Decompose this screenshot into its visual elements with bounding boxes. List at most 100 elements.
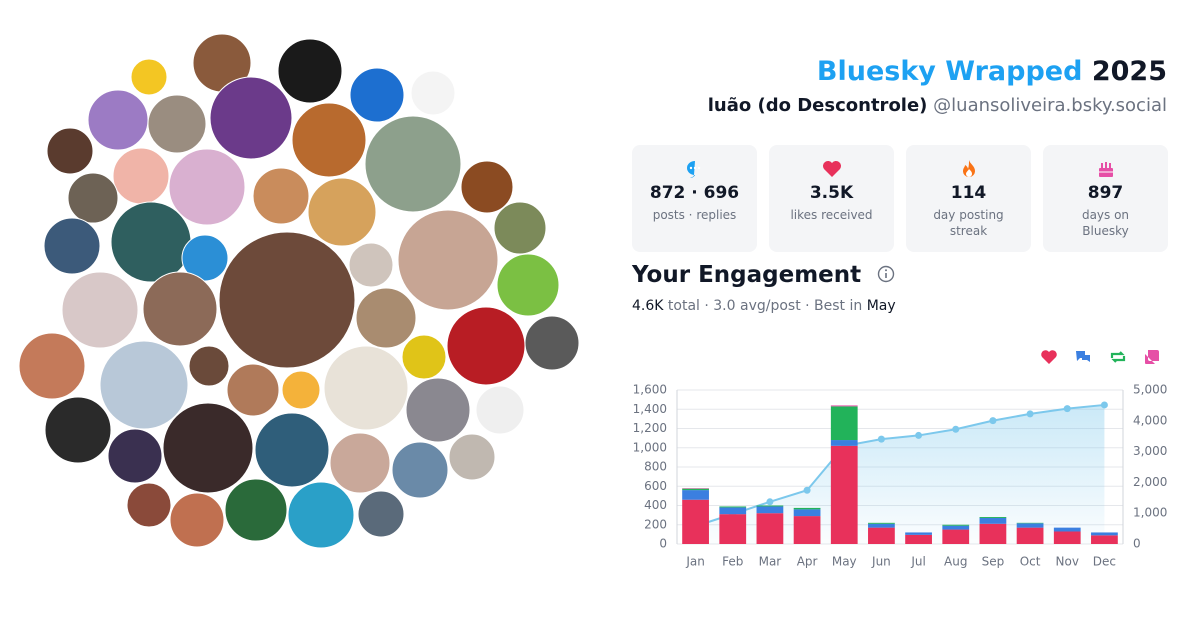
avatar bbox=[224, 478, 288, 542]
x-tick-label: Nov bbox=[1056, 555, 1079, 569]
avatar bbox=[61, 271, 139, 349]
avatar bbox=[287, 481, 355, 549]
bar-segment bbox=[756, 513, 784, 544]
bar-segment bbox=[1053, 527, 1081, 532]
y-tick-label: 800 bbox=[644, 460, 667, 474]
y-tick-label: 400 bbox=[644, 498, 667, 512]
avatar bbox=[524, 315, 580, 371]
bar-segment bbox=[942, 529, 970, 544]
bar-segment bbox=[830, 440, 858, 446]
avatar bbox=[46, 127, 94, 175]
avatar bbox=[281, 370, 321, 410]
line-area bbox=[695, 404, 1105, 544]
bar-segment bbox=[682, 490, 709, 500]
best-month: May bbox=[866, 298, 896, 314]
info-icon[interactable] bbox=[877, 265, 895, 283]
avatar bbox=[168, 148, 246, 226]
bar-segment bbox=[979, 517, 1007, 519]
avatar bbox=[446, 306, 526, 386]
avatar bbox=[142, 271, 218, 347]
y-tick-label: 1,200 bbox=[633, 421, 667, 435]
stat-value: 897 bbox=[1087, 183, 1124, 203]
avatar bbox=[209, 76, 293, 160]
line-point bbox=[1100, 401, 1108, 409]
avatar bbox=[226, 363, 280, 417]
avatar bbox=[329, 432, 391, 494]
bar-segment bbox=[793, 509, 821, 517]
avatar bbox=[252, 167, 310, 225]
line-point bbox=[952, 425, 960, 433]
avatar bbox=[493, 201, 547, 255]
avatar-cluster bbox=[18, 33, 580, 549]
bar-segment bbox=[756, 505, 784, 507]
stat-label: day posting streak bbox=[933, 208, 1004, 238]
legend-icon bbox=[1110, 351, 1126, 363]
legend-icon-shape bbox=[1041, 350, 1057, 364]
total: 4.6K bbox=[632, 298, 664, 314]
y-tick-label: 5,000 bbox=[1133, 383, 1167, 397]
section-title: Your Engagement bbox=[632, 262, 895, 288]
icon bbox=[686, 161, 700, 178]
title: Bluesky Wrapped 2025 bbox=[817, 56, 1167, 87]
avatar bbox=[397, 209, 499, 311]
avatar bbox=[496, 253, 560, 317]
y-tick-label: 200 bbox=[644, 517, 667, 531]
stat-value: 872 · 696 bbox=[649, 183, 740, 203]
x-tick-label: Feb bbox=[722, 555, 743, 569]
x-tick-label: May bbox=[832, 555, 857, 569]
avatar bbox=[18, 332, 86, 400]
stat-label: posts · replies bbox=[652, 208, 737, 222]
bar-segment bbox=[830, 406, 858, 441]
y-tick-label: 1,600 bbox=[633, 383, 667, 397]
x-tick-label: Aug bbox=[944, 555, 967, 569]
x-tick-label: Oct bbox=[1020, 555, 1041, 569]
avatar bbox=[405, 377, 471, 443]
avatar bbox=[277, 38, 343, 104]
bar-segment bbox=[719, 507, 747, 515]
avatar bbox=[181, 234, 229, 282]
bar-segment bbox=[719, 514, 747, 544]
stat-card: 897 days on Bluesky bbox=[1043, 145, 1168, 252]
avatar bbox=[448, 433, 496, 481]
y-tick-label: 0 bbox=[659, 537, 667, 551]
line-point bbox=[989, 417, 997, 425]
x-tick-label: Sep bbox=[982, 555, 1005, 569]
avatar bbox=[99, 340, 189, 430]
avatar bbox=[218, 231, 356, 369]
line-point bbox=[1063, 405, 1071, 413]
legend-icon-shape bbox=[1076, 351, 1090, 362]
avatar bbox=[43, 217, 101, 275]
legend-icon bbox=[1041, 350, 1057, 364]
brand: Bluesky Wrapped bbox=[816, 56, 1083, 87]
legend-icon bbox=[1076, 351, 1090, 362]
x-tick-label: Mar bbox=[759, 555, 782, 569]
bar-segment bbox=[1053, 531, 1081, 544]
y-tick-label: 1,000 bbox=[1133, 506, 1167, 520]
icon bbox=[822, 161, 841, 177]
bar-segment bbox=[830, 405, 858, 407]
x-tick-label: Jan bbox=[685, 555, 705, 569]
line-point bbox=[803, 486, 811, 494]
year: 2025 bbox=[1091, 56, 1167, 87]
avatar bbox=[475, 385, 525, 435]
stat-label: likes received bbox=[790, 208, 873, 222]
bar-segment bbox=[793, 507, 821, 510]
line-point bbox=[729, 510, 737, 518]
bar-segment bbox=[1091, 535, 1118, 544]
user: luão (do Descontrole) @luansoliveira.bsk… bbox=[708, 95, 1167, 116]
icon bbox=[962, 160, 975, 177]
line-point bbox=[692, 522, 700, 530]
line-point bbox=[915, 431, 923, 439]
avatar bbox=[291, 102, 367, 178]
stat-value: 3.5K bbox=[809, 183, 854, 203]
avatars bbox=[18, 33, 580, 549]
avatar bbox=[460, 160, 514, 214]
avatar bbox=[348, 242, 394, 288]
x-tick-label: Dec bbox=[1093, 555, 1116, 569]
legend-icon bbox=[1145, 350, 1159, 364]
avatar bbox=[364, 115, 462, 213]
stat-card: 114 day posting streak bbox=[906, 145, 1031, 252]
bar-segment bbox=[682, 499, 709, 544]
bar-segment bbox=[868, 522, 895, 524]
